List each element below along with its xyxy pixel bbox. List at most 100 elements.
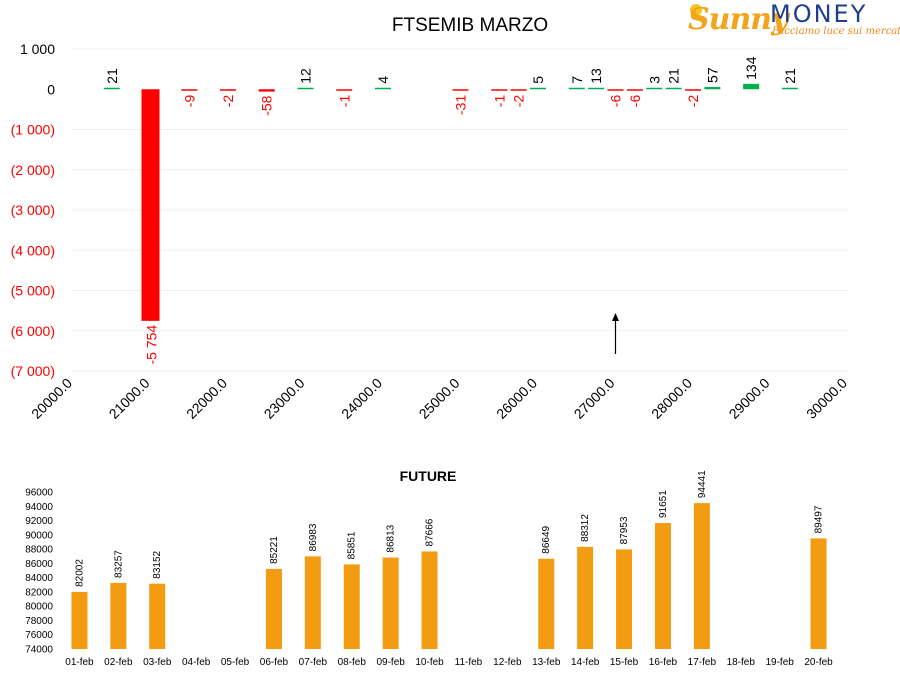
chart1-marker-arrowhead — [612, 313, 619, 321]
chart2-x-tick: 10-feb — [415, 657, 444, 668]
chart1-data-label: -1 — [491, 95, 507, 108]
chart2-y-tick: 86000 — [25, 559, 53, 570]
chart1-bar — [452, 89, 469, 91]
chart1-y-tick: (4 000) — [11, 242, 55, 258]
chart2-x-tick: 06-feb — [260, 657, 289, 668]
chart1-y-tick: (3 000) — [11, 202, 55, 218]
chart2-data-label: 85851 — [347, 531, 358, 559]
chart2-x-tick: 14-feb — [571, 657, 600, 668]
chart1-x-tick: 30000.0 — [803, 375, 850, 422]
chart1-bar — [491, 89, 508, 91]
chart2-y-tick: 96000 — [25, 488, 53, 499]
chart2-data-label: 88312 — [580, 514, 591, 542]
chart1-bar — [510, 89, 527, 91]
chart1-data-label: -6 — [627, 95, 643, 108]
chart1-bar — [103, 87, 120, 90]
chart2-y-tick: 94000 — [25, 502, 53, 513]
chart2-x-tick: 01-feb — [65, 657, 94, 668]
chart2-data-label: 94441 — [697, 470, 708, 498]
chart1-bar — [685, 89, 701, 91]
chart1-data-label: 7 — [569, 76, 585, 84]
chart1-bar — [704, 86, 721, 90]
chart1-data-label: 21 — [782, 68, 798, 84]
chart1-y-tick: (2 000) — [11, 162, 55, 178]
chart2-x-tick: 20-feb — [804, 657, 833, 668]
chart1-x-tick: 28000.0 — [648, 375, 695, 422]
chart1-data-label: -2 — [685, 95, 701, 108]
chart1-data-label: -9 — [181, 95, 197, 108]
chart2-bar — [654, 523, 671, 649]
chart2-data-label: 85221 — [269, 536, 280, 564]
chart1-data-label: 134 — [743, 56, 759, 80]
chart1-y-tick: 1 000 — [20, 41, 55, 57]
chart1-x-tick: 23000.0 — [261, 375, 308, 422]
chart2-data-label: 91651 — [658, 490, 669, 518]
chart1-bar — [743, 83, 760, 90]
chart1-data-label: -58 — [259, 95, 275, 115]
chart1-data-label: -2 — [220, 95, 236, 108]
chart1-data-label: -31 — [453, 95, 469, 115]
chart1-bar — [141, 89, 160, 321]
chart2-x-tick: 13-feb — [532, 657, 561, 668]
chart2-data-label: 86813 — [386, 524, 397, 552]
chart2-y-tick: 82000 — [25, 587, 53, 598]
chart1-data-label: 21 — [666, 68, 682, 84]
sun-icon — [690, 4, 702, 16]
chart2-y-tick: 78000 — [25, 616, 53, 627]
chart1-data-label: -2 — [511, 95, 527, 108]
logo-money-text: MONEY — [770, 0, 868, 28]
logo-tagline: Facciamo luce sui mercati — [772, 26, 900, 37]
chart2-x-tick: 02-feb — [104, 657, 133, 668]
chart2-bar — [810, 538, 827, 649]
chart1-x-tick: 27000.0 — [571, 375, 618, 422]
logo-sunny-text: Sunny — [688, 2, 789, 37]
chart1-bar — [530, 87, 546, 90]
chart1-bar — [375, 87, 391, 90]
chart2-x-tick: 12-feb — [493, 657, 522, 668]
chart1-data-label: -1 — [336, 95, 352, 108]
chart1-data-label: -6 — [608, 95, 624, 108]
chart1-x-tick: 29000.0 — [726, 375, 773, 422]
chart1-data-label: 57 — [704, 67, 720, 83]
chart1-x-tick: 20000.0 — [28, 375, 75, 422]
chart1-data-label: 3 — [646, 76, 662, 84]
chart2-bar — [343, 564, 360, 649]
chart1-bar — [665, 87, 682, 90]
chart2-x-tick: 03-feb — [143, 657, 172, 668]
chart1-x-tick: 21000.0 — [106, 375, 153, 422]
chart1-y-tick: (5 000) — [11, 283, 55, 299]
chart1-data-label: 13 — [588, 68, 604, 84]
chart2-data-label: 83152 — [152, 550, 163, 578]
chart1-bar — [220, 89, 236, 91]
chart1-title: FTSEMIB MARZO — [392, 15, 548, 36]
chart1-x-tick: 22000.0 — [183, 375, 230, 422]
chart2-data-label: 83257 — [113, 550, 124, 578]
chart2-x-tick: 08-feb — [338, 657, 367, 668]
chart1-data-label: 4 — [375, 76, 391, 84]
chart2-x-tick: 16-feb — [649, 657, 678, 668]
chart2-bar — [616, 549, 633, 649]
chart2-bar — [71, 591, 88, 649]
chart1-bar — [646, 87, 663, 90]
chart1-bar — [568, 87, 585, 90]
chart1-bar — [181, 89, 198, 91]
chart2-bar — [577, 546, 594, 649]
chart2-bar — [304, 556, 321, 649]
chart2-x-tick: 09-feb — [376, 657, 405, 668]
chart2-data-label: 82002 — [74, 559, 85, 587]
chart1-bar — [626, 89, 643, 91]
chart2-bar — [265, 568, 282, 649]
chart2-y-tick: 88000 — [25, 545, 53, 556]
chart1-bar — [297, 87, 314, 90]
chart2-title: FUTURE — [400, 468, 457, 484]
chart2-x-tick: 15-feb — [610, 657, 639, 668]
chart2-x-tick: 18-feb — [727, 657, 756, 668]
chart1-data-label: 5 — [530, 76, 546, 84]
chart1-x-tick: 24000.0 — [338, 375, 385, 422]
sunny-money-logo: Sunny MONEY Facciamo luce sui mercati — [688, 0, 900, 44]
chart1-data-label: 21 — [104, 68, 120, 84]
chart2-data-label: 86983 — [308, 523, 319, 551]
chart1-data-label: 12 — [298, 68, 314, 84]
chart1-bar — [336, 89, 353, 91]
